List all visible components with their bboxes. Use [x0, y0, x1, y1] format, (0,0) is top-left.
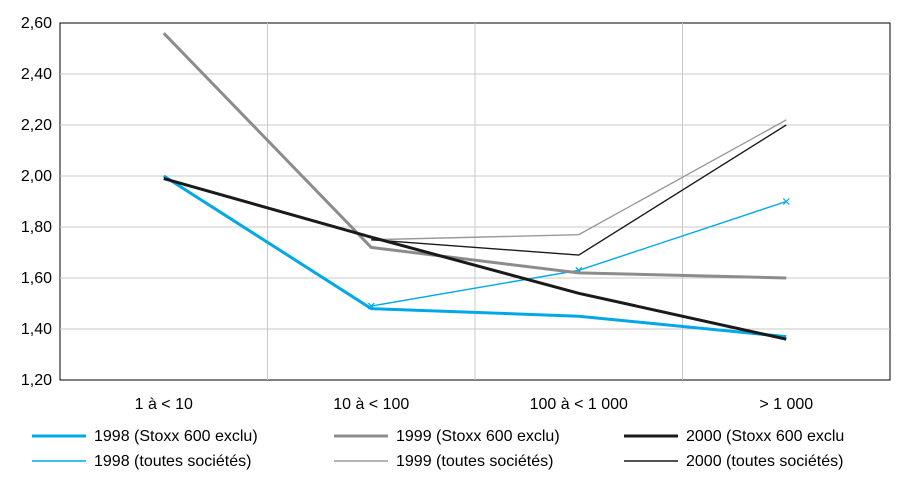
y-tick-label: 2,00	[21, 168, 52, 185]
y-tick-label: 2,40	[21, 66, 52, 83]
legend-item: 1998 (Stoxx 600 exclu)	[32, 428, 258, 445]
legend-label: 2000 (toutes sociétés)	[686, 453, 843, 470]
legend-item: 1999 (Stoxx 600 exclu)	[334, 428, 560, 445]
grid	[59, 22, 891, 381]
y-axis: 1,20 1,40 1,60 1,80 2,00 2,20 2,40 2,60	[21, 15, 52, 389]
legend-label: 1998 (toutes sociétés)	[94, 453, 251, 470]
x-tick-label: 10 à < 100	[333, 396, 409, 413]
y-tick-label: 1,20	[21, 372, 52, 389]
x-tick-label: 100 à < 1 000	[530, 396, 628, 413]
legend: 1998 (Stoxx 600 exclu) 1998 (toutes socié…	[32, 428, 844, 470]
legend-item: 2000 (Stoxx 600 exclu	[624, 428, 844, 445]
data-point-marker	[782, 198, 790, 205]
y-tick-label: 1,60	[21, 270, 52, 287]
series-line-0	[162, 174, 787, 339]
y-tick-label: 1,80	[21, 219, 52, 236]
series-group	[162, 32, 790, 341]
x-tick-label: > 1 000	[759, 396, 813, 413]
y-tick-label: 2,60	[21, 15, 52, 32]
legend-item: 2000 (toutes sociétés)	[624, 453, 843, 470]
legend-label: 2000 (Stoxx 600 exclu	[686, 428, 844, 445]
y-tick-label: 1,40	[21, 321, 52, 338]
series-line-4	[163, 177, 787, 341]
x-tick-label: 1 à < 10	[135, 396, 193, 413]
series-line-3	[371, 119, 787, 241]
data-point-marker	[367, 302, 375, 310]
legend-label: 1998 (Stoxx 600 exclu)	[94, 428, 258, 445]
legend-label: 1999 (Stoxx 600 exclu)	[396, 428, 560, 445]
legend-item: 1999 (toutes sociétés)	[334, 453, 553, 470]
x-axis: 1 à < 10 10 à < 100 100 à < 1 000 > 1 000	[135, 396, 814, 413]
legend-item: 1998 (toutes sociétés)	[32, 453, 251, 470]
y-tick-label: 2,20	[21, 117, 52, 134]
series-line-2	[162, 32, 787, 280]
legend-label: 1999 (toutes sociétés)	[396, 453, 553, 470]
series-line-5	[371, 124, 787, 256]
